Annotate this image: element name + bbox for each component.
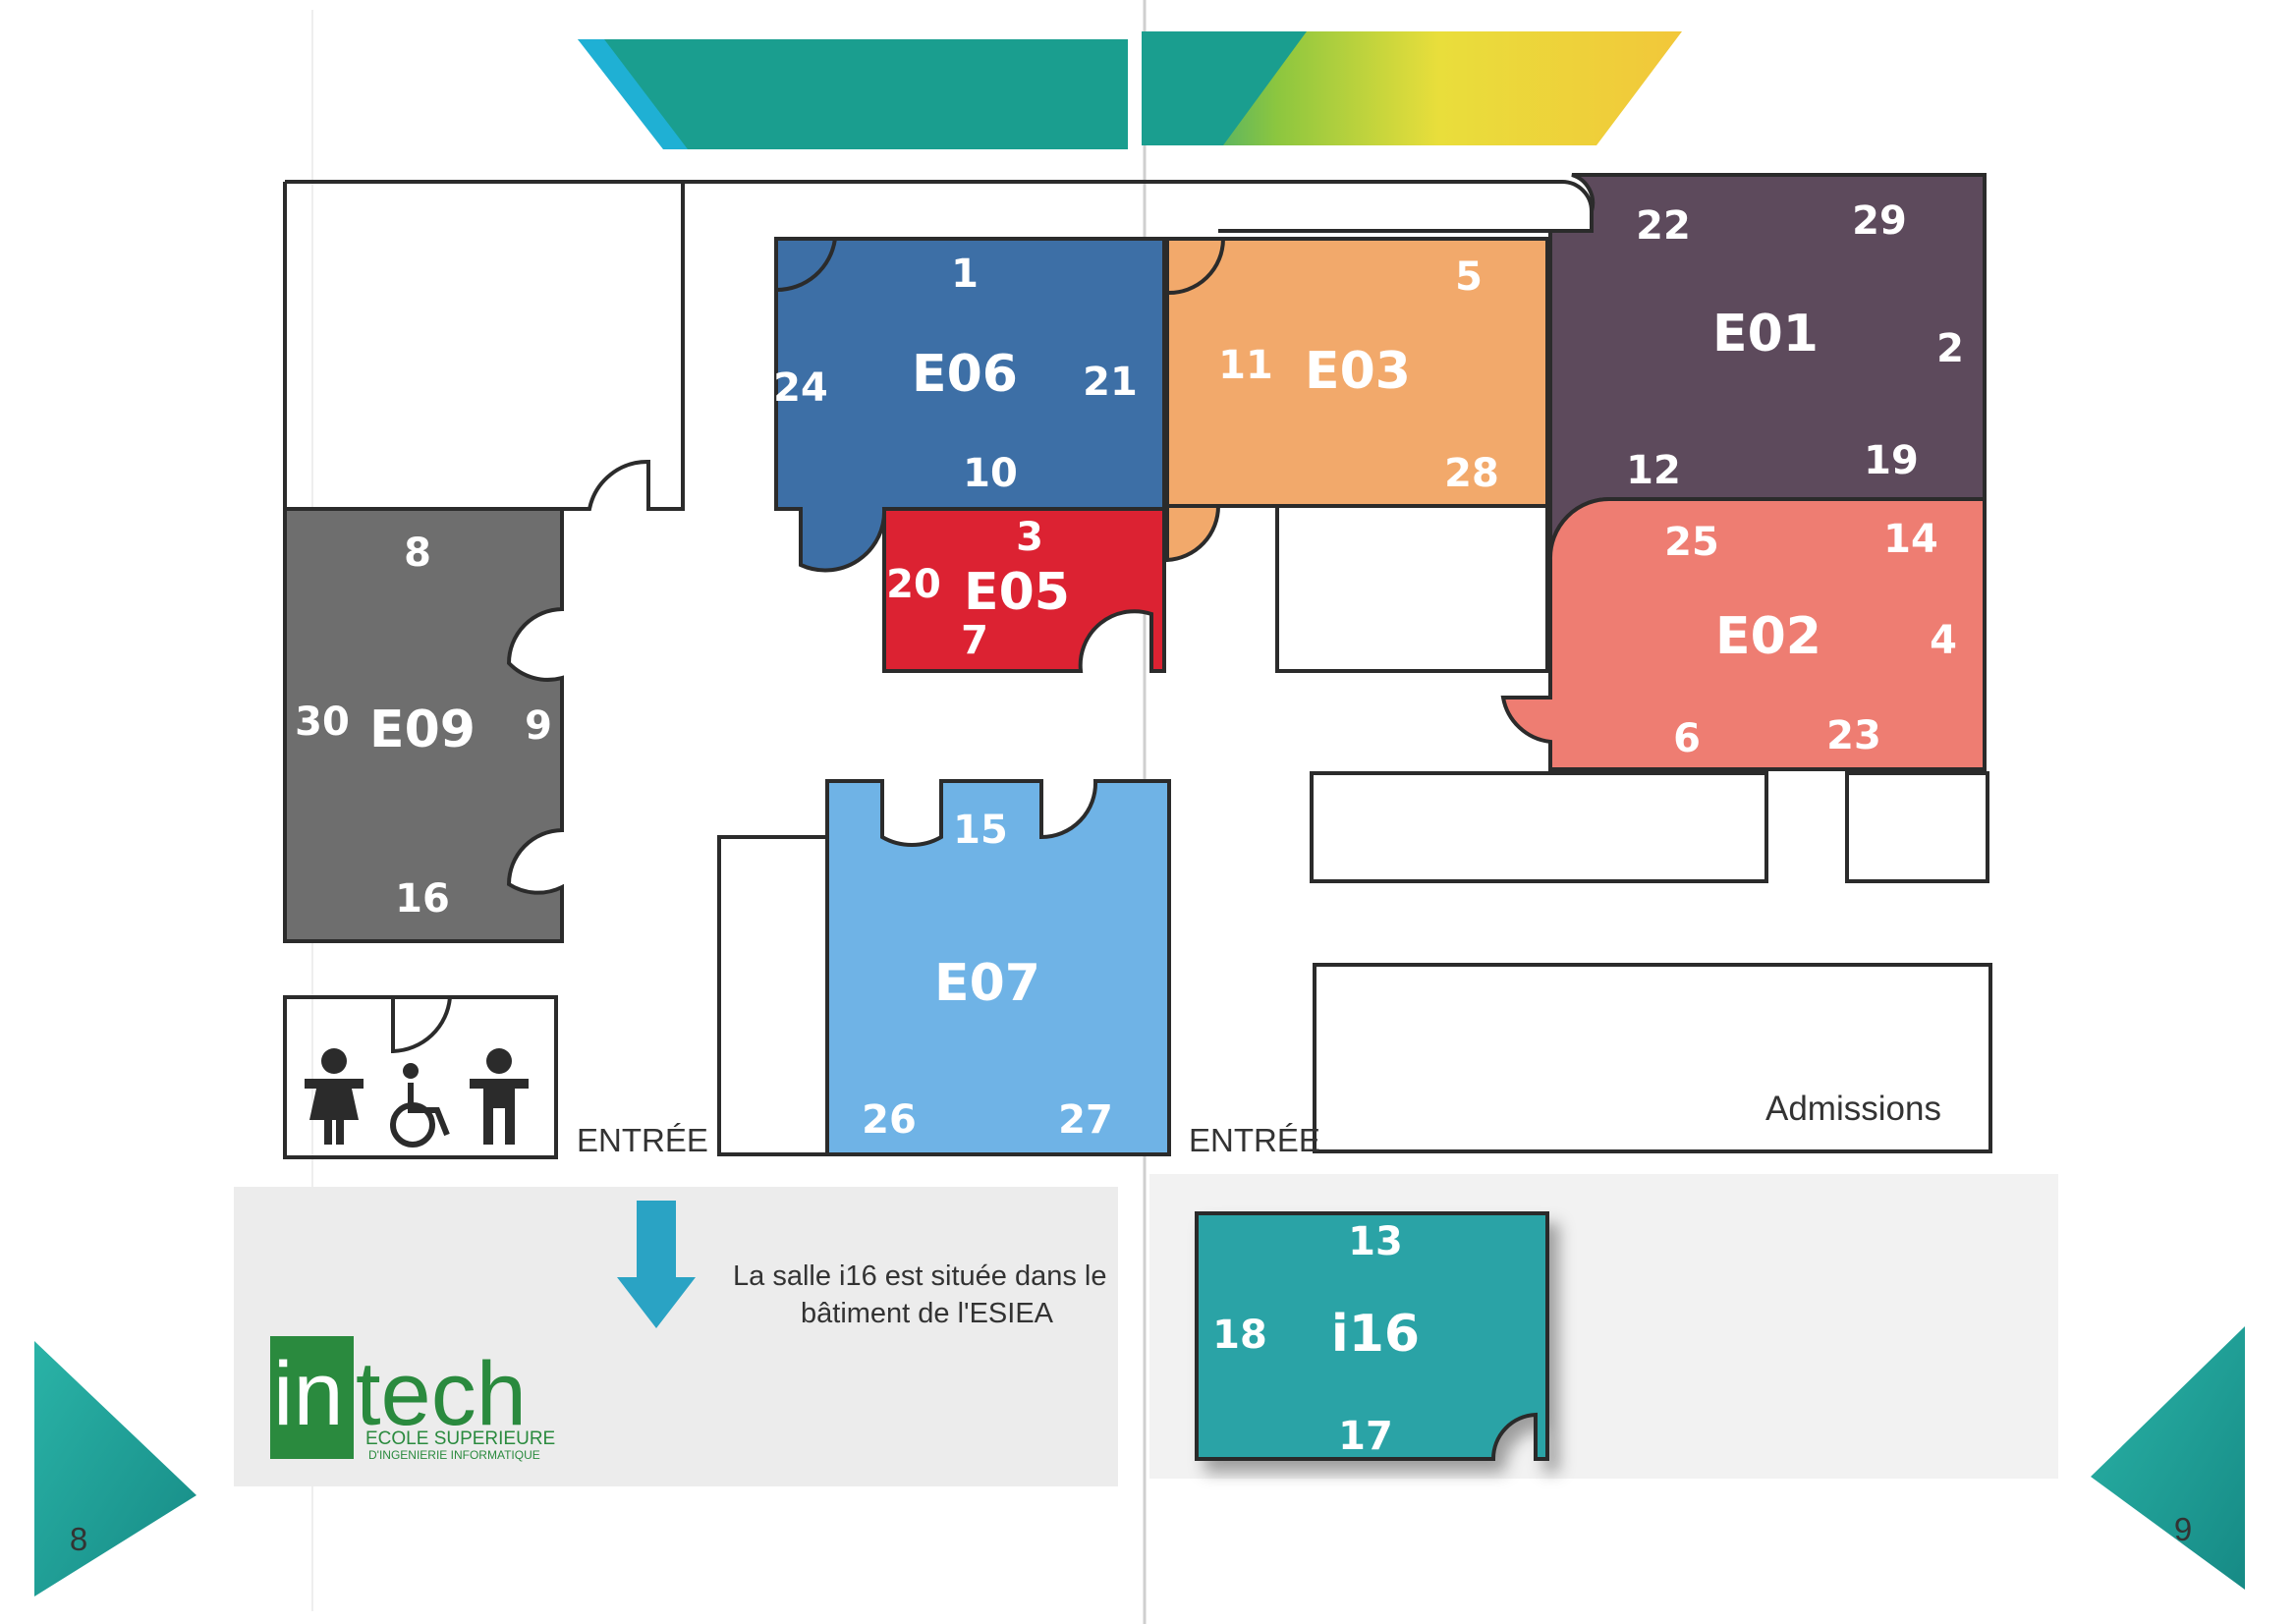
seat-e07-b: 26 [862, 1097, 917, 1143]
room-e03 [1165, 237, 1549, 563]
seat-e06-b: 24 [773, 365, 828, 411]
seat-e01-e: 19 [1864, 438, 1919, 483]
room-e06-name: E06 [912, 345, 1018, 404]
seat-e02-c: 4 [1930, 618, 1957, 663]
room-e03-name: E03 [1305, 342, 1411, 401]
logo-brand-tech: tech [356, 1344, 527, 1444]
room-e07-name: E07 [934, 954, 1040, 1013]
seat-e09-a: 8 [404, 531, 431, 576]
seat-e01-d: 12 [1626, 448, 1681, 493]
seat-e09-b: 30 [295, 700, 350, 745]
logo-subtitle1: ECOLE SUPERIEURE [365, 1428, 555, 1449]
empty-room-right-b [1845, 771, 1989, 883]
male-icon [470, 1048, 529, 1145]
seat-e05-c: 7 [961, 618, 988, 663]
empty-room-e07-left [717, 835, 829, 1156]
seat-e07-a: 15 [953, 808, 1008, 853]
seat-e02-a: 25 [1664, 520, 1719, 565]
empty-room-mid [1275, 504, 1549, 673]
seat-i16-a: 13 [1348, 1219, 1403, 1264]
admissions-room [1313, 963, 1992, 1153]
restrooms-room [283, 995, 558, 1159]
seat-e07-c: 27 [1058, 1097, 1113, 1143]
wheelchair-icon [390, 1063, 450, 1148]
room-e05 [882, 507, 1166, 673]
seat-e03-a: 5 [1455, 254, 1483, 300]
arrow-down-icon [617, 1201, 696, 1328]
room-i16-name: i16 [1331, 1305, 1420, 1364]
page-corner-left [34, 1341, 196, 1596]
seat-e09-c: 9 [525, 703, 552, 749]
header-banner-left-edge [578, 39, 688, 149]
room-e09 [283, 507, 564, 943]
room-e07 [825, 779, 1171, 1156]
room-i16 [1195, 1211, 1549, 1461]
seat-e01-b: 29 [1852, 198, 1907, 244]
seat-e06-d: 10 [963, 451, 1018, 496]
room-e05-name: E05 [964, 563, 1070, 622]
seat-e06-a: 1 [951, 252, 979, 297]
restroom-door [391, 996, 452, 1054]
seat-e02-d: 6 [1673, 716, 1701, 761]
seat-e05-a: 3 [1016, 515, 1043, 560]
logo-brand-in: in [273, 1344, 344, 1444]
empty-room-right-a [1310, 771, 1768, 883]
seat-i16-b: 18 [1212, 1313, 1267, 1358]
seat-e01-c: 2 [1936, 326, 1964, 371]
header-banner-left [578, 39, 1128, 149]
note-line2: bâtiment de l'ESIEA [801, 1298, 1054, 1329]
seat-e06-c: 21 [1083, 360, 1138, 405]
seat-e02-b: 14 [1883, 517, 1938, 562]
seat-e02-e: 23 [1826, 713, 1881, 758]
seat-e05-b: 20 [886, 562, 941, 607]
header-banner-right-teal [1142, 31, 1307, 145]
room-e02-name: E02 [1715, 607, 1821, 666]
room-e06 [774, 237, 1166, 573]
seat-e03-c: 28 [1444, 451, 1499, 496]
page-corner-right [2091, 1326, 2245, 1590]
seat-i16-c: 17 [1338, 1414, 1393, 1459]
female-icon [305, 1048, 364, 1145]
room-e02 [1500, 496, 1987, 771]
seat-e03-b: 11 [1218, 343, 1273, 388]
entrance-left-label: ENTRÉE [577, 1122, 708, 1158]
logo-subtitle2: D'INGENIERIE INFORMATIQUE [368, 1448, 540, 1462]
empty-room-topleft [285, 180, 685, 511]
room-e09-name: E09 [369, 700, 476, 759]
seat-e09-d: 16 [395, 876, 450, 922]
intech-logo: in tech ECOLE SUPERIEURE D'INGENIERIE IN… [270, 1336, 555, 1462]
page-number-right: 9 [2174, 1511, 2192, 1547]
room-e01-name: E01 [1712, 305, 1819, 364]
admissions-label: Admissions [1765, 1090, 1941, 1128]
note-line1: La salle i16 est située dans le [733, 1260, 1106, 1292]
entrance-right-label: ENTRÉE [1189, 1122, 1320, 1158]
seat-e01-a: 22 [1636, 203, 1691, 249]
page-number-left: 8 [70, 1521, 87, 1557]
